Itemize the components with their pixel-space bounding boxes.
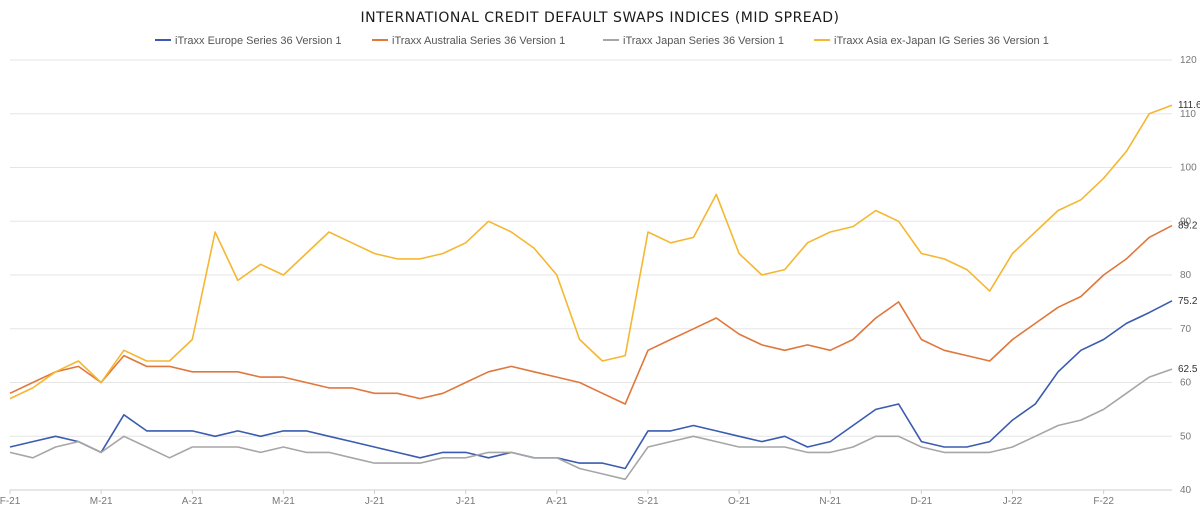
- y-tick-label: 60: [1180, 378, 1192, 389]
- chart-title: INTERNATIONAL CREDIT DEFAULT SWAPS INDIC…: [361, 10, 840, 26]
- y-tick-label: 40: [1180, 485, 1192, 496]
- x-tick-label: J-21: [456, 496, 476, 507]
- x-tick-label: S-21: [637, 496, 659, 507]
- legend-label: iTraxx Asia ex-Japan IG Series 36 Versio…: [834, 35, 1049, 47]
- series-line-3: [9, 104, 1173, 400]
- x-tick-label: D-21: [911, 496, 933, 507]
- chart-series-lines: [9, 104, 1173, 481]
- x-tick-label: A-21: [182, 496, 204, 507]
- y-tick-label: 70: [1180, 324, 1192, 335]
- y-axis-ticks: 40 50 60 70 80 90 100 110 120: [1180, 55, 1197, 496]
- series-end-label: 75.2: [1178, 296, 1198, 307]
- x-tick-label: J-21: [365, 496, 385, 507]
- series-line-2: [9, 368, 1173, 481]
- chart-legend: iTraxx Europe Series 36 Version 1 iTraxx …: [155, 35, 1049, 47]
- y-tick-label: 100: [1180, 163, 1197, 174]
- series-line-1: [9, 224, 1173, 405]
- x-tick-label: M-21: [272, 496, 295, 507]
- legend-label: iTraxx Japan Series 36 Version 1: [623, 35, 784, 47]
- legend-label: iTraxx Australia Series 36 Version 1: [392, 35, 565, 47]
- series-end-labels: 75.2 89.2 62.5 111.6: [1178, 100, 1200, 375]
- y-tick-label: 80: [1180, 270, 1192, 281]
- series-line-0: [9, 300, 1173, 470]
- x-tick-label: N-21: [819, 496, 841, 507]
- y-tick-label: 90: [1180, 216, 1192, 227]
- y-tick-label: 110: [1180, 109, 1196, 120]
- legend-label: iTraxx Europe Series 36 Version 1: [175, 35, 342, 47]
- x-axis-ticks: F-21 M-21 A-21 M-21 J-21 J-21 A-21 S-21 O-21 N-21…: [0, 490, 1114, 507]
- x-tick-label: O-21: [728, 496, 751, 507]
- chart-gridlines: [10, 59, 1172, 491]
- x-tick-label: F-21: [0, 496, 21, 507]
- series-end-label: 62.5: [1178, 364, 1198, 375]
- x-tick-label: M-21: [90, 496, 113, 507]
- x-tick-label: F-22: [1093, 496, 1114, 507]
- y-tick-label: 50: [1180, 431, 1192, 442]
- y-tick-label: 120: [1180, 55, 1197, 66]
- series-end-label: 111.6: [1178, 100, 1200, 111]
- series-end-label: 89.2: [1178, 221, 1198, 232]
- x-tick-label: J-22: [1003, 496, 1023, 507]
- x-tick-label: A-21: [546, 496, 568, 507]
